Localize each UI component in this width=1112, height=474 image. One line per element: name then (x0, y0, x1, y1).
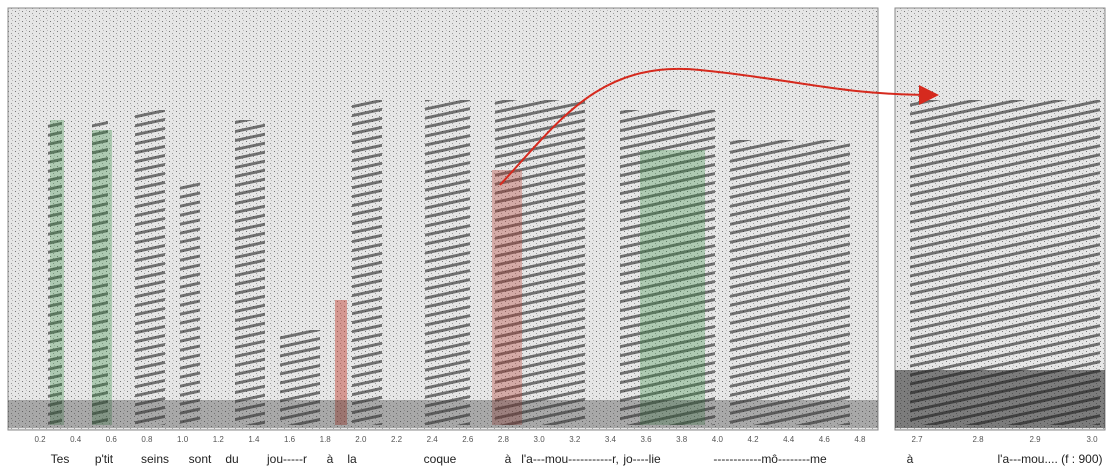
lyric: p'tit (95, 452, 114, 466)
x-tick-label: 2.2 (391, 435, 403, 444)
lyric: l'a---mou.... (f : 900) (998, 452, 1103, 466)
lyric: seins (141, 452, 169, 466)
x-tick-label: 4.6 (819, 435, 831, 444)
x-tick-label: 4.2 (747, 435, 759, 444)
x-tick-label: 1.2 (213, 435, 225, 444)
x-tick-label: 0.4 (70, 435, 82, 444)
x-tick-label: 4.0 (712, 435, 724, 444)
lyric: coque (424, 452, 457, 466)
x-tick-label: 2.6 (462, 435, 474, 444)
x-tick-label: 4.4 (783, 435, 795, 444)
x-tick-label: 0.8 (141, 435, 153, 444)
x-tick-label: 3.6 (640, 435, 652, 444)
left-spectrogram (7, 7, 879, 431)
x-tick-label: 2.7 (911, 435, 923, 444)
x-tick-label: 2.8 (498, 435, 510, 444)
x-tick-label: 2.8 (972, 435, 984, 444)
arrow (499, 67, 939, 186)
lyric: Tes (51, 452, 70, 466)
x-tick-label: 1.6 (284, 435, 296, 444)
x-tick-label: 2.4 (427, 435, 439, 444)
x-tick-label: 4.8 (854, 435, 866, 444)
lyric: sont (189, 452, 212, 466)
lyric: l'a---mou-----------r, (521, 452, 619, 466)
lyric: à (907, 452, 914, 466)
x-tick-label: 3.0 (1086, 435, 1098, 444)
right-spectrogram (894, 7, 1106, 431)
lyric: à (327, 452, 334, 466)
x-tick-label: 3.8 (676, 435, 688, 444)
x-tick-label: 2.9 (1029, 435, 1041, 444)
x-tick-label: 3.0 (534, 435, 546, 444)
lyric: à (505, 452, 512, 466)
x-tick-label: 0.6 (106, 435, 118, 444)
lyric: du (225, 452, 238, 466)
lyric: la (347, 452, 357, 466)
x-tick-label: 3.4 (605, 435, 617, 444)
x-tick-label: 1.0 (177, 435, 189, 444)
x-tick-label: 1.8 (320, 435, 332, 444)
lyric: ------------mô--------me (713, 452, 827, 466)
lyric: jou-----r (266, 452, 307, 466)
x-tick-label: 1.4 (248, 435, 260, 444)
lyric: jo----lie (622, 452, 661, 466)
x-tick-label: 0.2 (34, 435, 46, 444)
x-tick-label: 2.0 (355, 435, 367, 444)
x-tick-label: 3.2 (569, 435, 581, 444)
